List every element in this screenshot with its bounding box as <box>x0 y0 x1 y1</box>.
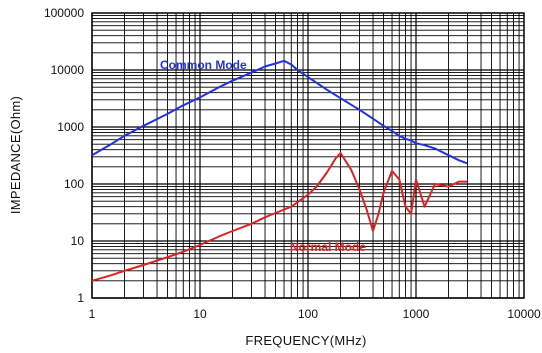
common-mode-label: Common Mode <box>160 58 247 72</box>
y-tick-label: 10 <box>71 234 85 248</box>
x-tick-label: 1000 <box>403 307 430 321</box>
y-axis-label: IMPEDANCE(Ohm) <box>8 96 23 214</box>
x-axis-label: FREQUENCY(MHz) <box>245 333 366 348</box>
y-tick-label: 1000 <box>57 120 84 134</box>
x-axis-ticks: 1 10 100 1000 10000 <box>89 307 541 321</box>
common-mode-line <box>91 59 468 165</box>
x-tick-label: 10 <box>193 307 207 321</box>
normal-mode-label: Normal Mode <box>290 240 366 254</box>
x-tick-label: 10000 <box>507 307 541 321</box>
grid <box>91 13 524 299</box>
series-layer <box>91 59 468 282</box>
normal-mode-line <box>91 152 468 282</box>
y-tick-label: 1 <box>77 291 84 305</box>
y-tick-label: 10000 <box>51 63 85 77</box>
x-tick-label: 100 <box>298 307 318 321</box>
plot-frame <box>91 12 525 299</box>
x-tick-label: 1 <box>89 307 96 321</box>
y-tick-label: 100 <box>64 177 84 191</box>
y-tick-label: 100000 <box>44 6 84 20</box>
y-axis-ticks: 1 10 100 1000 10000 100000 <box>44 6 84 305</box>
